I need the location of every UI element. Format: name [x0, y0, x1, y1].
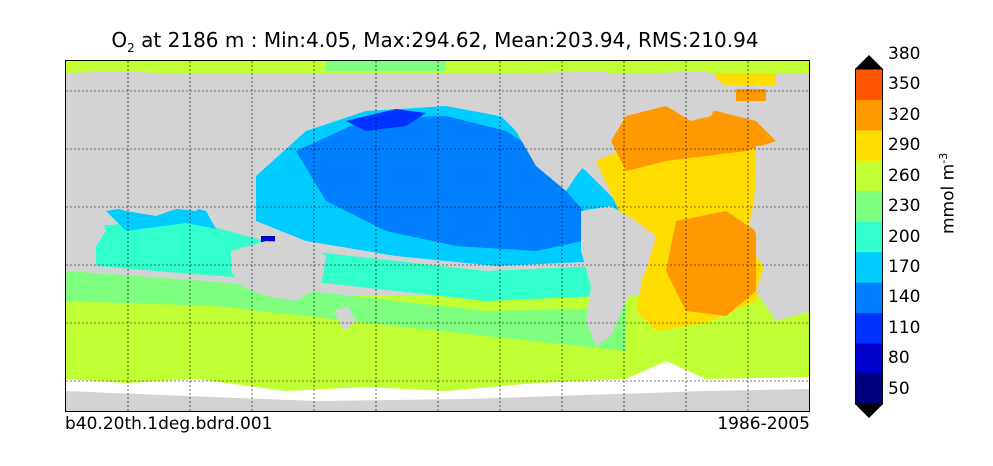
colorbar-segment: [855, 99, 883, 131]
colorbar-segment: [855, 373, 883, 405]
arctic-green: [326, 61, 446, 71]
colorbar-segment: [855, 282, 883, 314]
colorbar-segment: [855, 312, 883, 344]
map-title: O2 at 2186 m : Min:4.05, Max:294.62, Mea…: [0, 28, 870, 55]
colorbar-tick-label: 230: [888, 196, 921, 217]
colorbar-tick-label: 290: [888, 135, 921, 156]
colorbar-tick-label: 380: [888, 43, 921, 64]
colorbar-segment: [855, 69, 883, 100]
colorbar-segment: [855, 251, 883, 283]
australia-land: [231, 241, 326, 301]
colorbar-tick-label: 140: [888, 287, 921, 308]
south-america-land: [581, 206, 656, 346]
south-atlantic-orange: [666, 211, 756, 316]
africa-land: [751, 141, 809, 321]
colorbar-segment: [855, 343, 883, 375]
unit-exponent: -3: [937, 152, 950, 164]
new-zealand-land: [334, 306, 356, 331]
colorbar-tick-label: 320: [888, 104, 921, 125]
colorbar-border: [855, 68, 883, 405]
unit-text: mmol m: [938, 163, 959, 234]
ocean-oxygen-map: [65, 60, 810, 412]
africa-east-land: [66, 211, 106, 266]
colorbar-tick-label: 50: [888, 378, 910, 399]
colorbar-segment: [855, 160, 883, 192]
colorbar-tick-label: 80: [888, 348, 910, 369]
colorbar-unit-label: mmol m-3: [937, 153, 959, 234]
arctic-yellow: [716, 71, 776, 85]
colorbar-tick-label: 170: [888, 256, 921, 277]
colorbar-tick-label: 200: [888, 226, 921, 247]
colorbar-tick-label: 260: [888, 165, 921, 186]
title-variable: O: [111, 28, 128, 52]
colorbar: [855, 55, 883, 418]
colorbar-tick-label: 350: [888, 74, 921, 95]
time-period-label: 1986-2005: [717, 414, 810, 434]
subtropical-band: [96, 219, 601, 301]
colorbar-segment: [855, 190, 883, 222]
arctic-orange: [736, 89, 766, 101]
map-canvas: [66, 61, 809, 411]
colorbar-segment: [855, 129, 883, 161]
colorbar-tick-label: 110: [888, 317, 921, 338]
title-stats: at 2186 m : Min:4.05, Max:294.62, Mean:2…: [134, 28, 759, 52]
colorbar-extend-bottom: [855, 404, 883, 418]
north-atlantic-orange: [611, 106, 776, 171]
eurasia-land: [66, 71, 306, 216]
greenland-land: [656, 71, 726, 121]
pacific-deep-blue: [346, 109, 426, 131]
colorbar-extend-top: [855, 55, 883, 69]
run-name-label: b40.20th.1deg.bdrd.001: [65, 414, 273, 434]
gridlines: [66, 61, 809, 411]
colorbar-segment: [855, 221, 883, 253]
title-subscript: 2: [127, 41, 135, 55]
north-america-land: [446, 71, 626, 191]
